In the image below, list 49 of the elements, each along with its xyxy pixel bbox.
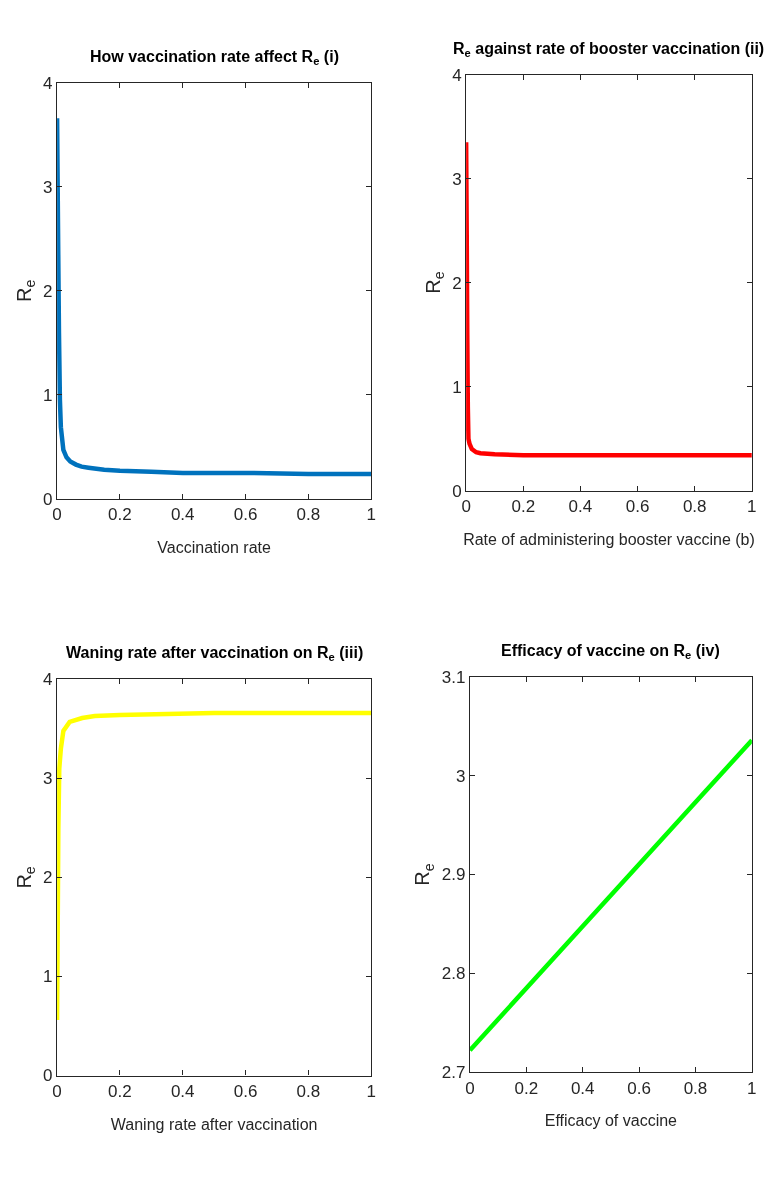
y-tick-label: 2 [43, 281, 53, 301]
x-tick-label: 0.6 [233, 505, 258, 525]
y-tick-label: 1 [452, 377, 462, 397]
x-tick-label: 1 [366, 505, 376, 525]
chart-title: R$_{e}$ against rate of booster vaccination (ii) [453, 40, 765, 60]
chart-title: Efficacy of vaccine on R$_{e}$ (iv) [501, 642, 720, 662]
y-tick-label: 2 [43, 868, 53, 888]
y-tick-label: 4 [43, 670, 53, 690]
x-tick-label: 0.8 [296, 1082, 321, 1102]
y-tick-label: 2.9 [441, 865, 466, 885]
x-tick-label: 0.8 [683, 1078, 708, 1098]
x-tick-label: 1 [366, 1082, 376, 1102]
x-tick-label: 0.8 [682, 497, 707, 517]
x-axis-title: Vaccination rate [157, 539, 271, 557]
x-tick-label: 0.2 [108, 505, 132, 525]
chart-title: Waning rate after vaccination on R$_{e}$ (iii) [66, 644, 364, 664]
y-tick-label: 2.8 [441, 964, 466, 984]
y-tick-label: 3 [455, 766, 466, 786]
x-tick-label: 0.6 [625, 497, 650, 517]
y-tick-label: 3 [43, 177, 53, 197]
y-tick-label: 4 [43, 73, 53, 93]
x-tick-label: 0.2 [511, 497, 536, 517]
y-tick-label: 3 [452, 169, 462, 189]
x-tick-label: 0.4 [570, 1078, 595, 1098]
y-tick-label: 0 [452, 481, 462, 501]
x-axis-title: Rate of administering booster vaccine (b) [463, 530, 755, 548]
x-tick-label: 0.6 [233, 1082, 258, 1102]
line-series [57, 115, 372, 477]
y-tick-label: 4 [452, 65, 462, 85]
y-tick-label: 1 [43, 385, 53, 405]
x-tick-label: 0.8 [296, 505, 321, 525]
x-axis-title: Efficacy of vaccine [544, 1112, 678, 1130]
chart-title: How vaccination rate affect R$_{e}$ (i) [90, 48, 339, 68]
line-series [466, 139, 752, 458]
y-tick-label: 3 [43, 769, 53, 789]
x-tick-label: 0.4 [170, 1082, 195, 1102]
x-tick-label: 1 [747, 497, 757, 517]
x-axis-title: Waning rate after vaccination [110, 1115, 318, 1133]
y-tick-label: 3.1 [441, 667, 466, 687]
y-tick-label: 1 [43, 967, 53, 987]
x-tick-label: 1 [747, 1078, 757, 1098]
x-tick-label: 0.4 [170, 505, 195, 525]
x-tick-label: 0.2 [514, 1078, 539, 1098]
x-tick-label: 0.2 [108, 1082, 132, 1102]
y-tick-label: 2.7 [441, 1062, 466, 1082]
x-tick-label: 0.6 [627, 1078, 651, 1098]
x-tick-label: 0.4 [568, 497, 593, 517]
y-tick-label: 2 [452, 273, 462, 293]
line-series [57, 710, 372, 1023]
